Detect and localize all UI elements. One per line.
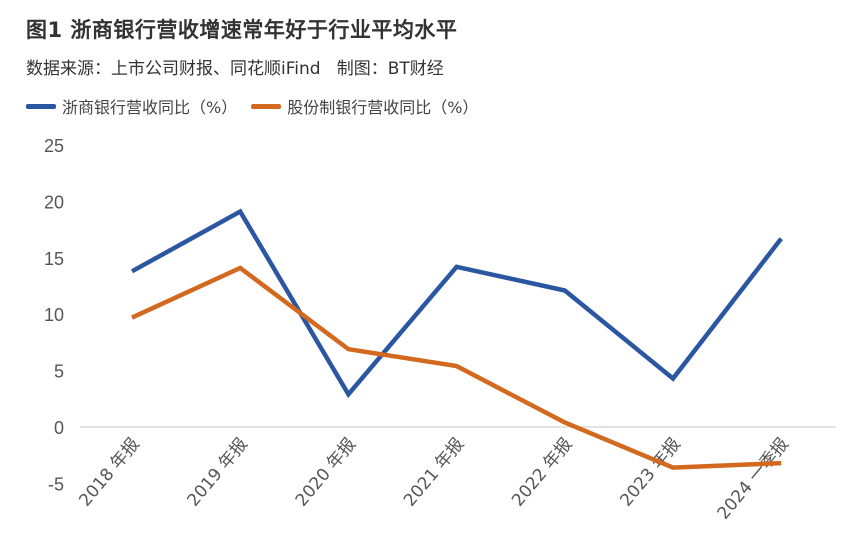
x-tick-label: 2023 年报 — [616, 434, 684, 510]
x-tick-label: 2021 年报 — [400, 434, 468, 510]
x-tick-label: 2020 年报 — [292, 434, 360, 510]
legend-item-joint-stock: 股份制银行营收同比（%） — [251, 94, 478, 118]
y-tick-label: 15 — [44, 249, 64, 269]
legend-swatch-blue — [26, 103, 56, 109]
x-tick-label: 2019 年报 — [184, 434, 252, 510]
y-tick-label: 5 — [54, 362, 64, 382]
y-tick-label: 20 — [44, 192, 64, 212]
x-tick-label: 2022 年报 — [508, 434, 576, 510]
chart-title: 图1 浙商银行营收增速常年好于行业平均水平 — [26, 18, 458, 42]
legend-label: 浙商银行营收同比（%） — [62, 98, 238, 117]
y-tick-label: 0 — [54, 418, 64, 438]
legend-swatch-orange — [251, 103, 282, 109]
x-tick-label: 2024 一季报 — [714, 434, 793, 523]
x-tick-label: 2018 年报 — [75, 434, 143, 510]
legend-item-zheshang: 浙商银行营收同比（%） — [26, 94, 237, 118]
chart-subtitle: 数据来源：上市公司财报、同花顺iFind 制图：BT财经 — [26, 59, 444, 79]
legend: 浙商银行营收同比（%） 股份制银行营收同比（%） — [26, 94, 492, 118]
legend-label: 股份制银行营收同比（%） — [287, 98, 479, 117]
y-tick-label: 25 — [44, 136, 64, 156]
y-tick-label: 10 — [44, 305, 64, 325]
y-tick-label: -5 — [48, 474, 64, 494]
